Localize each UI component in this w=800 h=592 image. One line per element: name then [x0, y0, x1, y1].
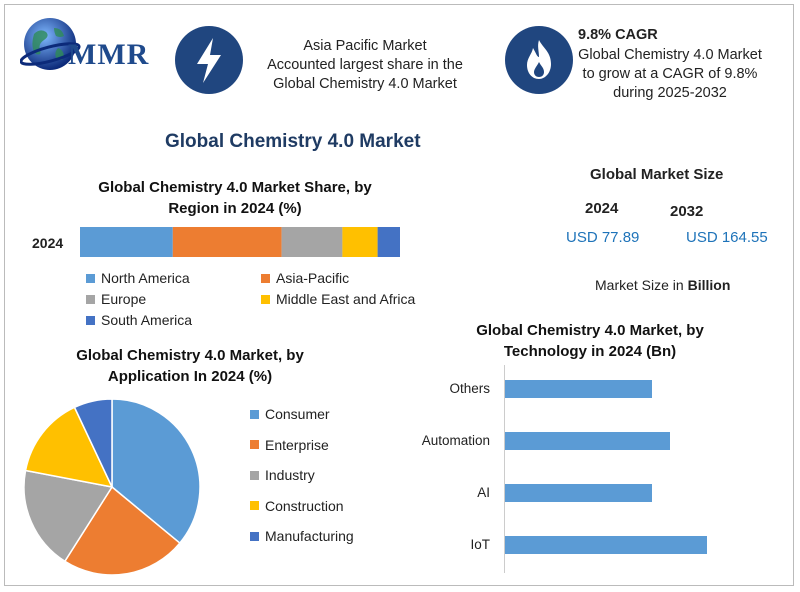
- cagr-highlight-text: Global Chemistry 4.0 Market to grow at a…: [578, 47, 762, 101]
- legend-swatch: [250, 470, 259, 480]
- application-legend-item: Manufacturing: [250, 528, 354, 544]
- legend-label: South America: [101, 312, 193, 328]
- legend-swatch: [250, 440, 259, 449]
- region-legend-item: North America: [86, 270, 190, 286]
- market-size-unit-note: Market Size in Billion: [595, 277, 731, 293]
- legend-label: Consumer: [265, 406, 330, 422]
- legend-label: Europe: [101, 291, 147, 307]
- legend-label: Manufacturing: [265, 528, 354, 544]
- legend-swatch: [86, 294, 95, 304]
- pie-slice-enterprise: [63, 485, 181, 576]
- page-title: Global Chemistry 4.0 Market: [165, 131, 421, 152]
- region-legend-item: Asia-Pacific: [261, 270, 349, 286]
- pie-slice-industry: [23, 469, 114, 563]
- flame-icon: [527, 40, 551, 79]
- application-legend-item: Industry: [250, 467, 315, 483]
- legend-swatch: [86, 315, 95, 325]
- market-size-year-2: 2032: [670, 203, 704, 220]
- legend-swatch: [250, 501, 259, 510]
- technology-bar-chart: Others Automation AI IoT: [400, 365, 780, 573]
- market-size-value-1: USD 77.89: [566, 229, 640, 246]
- legend-swatch: [261, 294, 270, 304]
- legend-label: Middle East and Africa: [276, 291, 416, 307]
- pie-slice-construction: [24, 406, 114, 489]
- technology-axis-line: [504, 365, 505, 573]
- application-legend-item: Enterprise: [250, 437, 329, 453]
- infographic-frame: [4, 4, 794, 586]
- cagr-headline: 9.8% CAGR: [578, 27, 658, 43]
- region-bar-segment-europe: [281, 227, 343, 257]
- region-legend-item: Middle East and Africa: [261, 291, 415, 307]
- legend-label: North America: [101, 270, 190, 286]
- technology-category-label: Automation: [421, 433, 490, 448]
- market-size-value-2: USD 164.55: [686, 229, 768, 246]
- region-bar-segment-south-america: [377, 227, 400, 257]
- technology-category-label: Others: [449, 381, 490, 396]
- legend-swatch: [86, 273, 95, 283]
- lightning-icon-badge: [175, 26, 243, 94]
- technology-bar-others: [505, 380, 652, 398]
- legend-swatch: [261, 273, 270, 283]
- legend-label: Asia-Pacific: [276, 270, 350, 286]
- region-legend-item: South America: [86, 312, 192, 328]
- legend-label: Enterprise: [265, 436, 329, 453]
- region-highlight-text: Asia Pacific Market Accounted largest sh…: [267, 38, 463, 92]
- brand-logo-text: MMR: [68, 38, 150, 71]
- pie-slice-consumer: [111, 398, 201, 545]
- legend-label: Industry: [265, 467, 315, 483]
- globe-icon: [20, 18, 81, 70]
- region-bar-segment-north-america: [80, 227, 173, 257]
- market-size-year-1: 2024: [585, 200, 619, 217]
- application-legend-item: Construction: [250, 498, 344, 514]
- technology-category-label: AI: [477, 485, 490, 500]
- legend-swatch: [250, 409, 259, 419]
- region-stacked-bar: [80, 227, 400, 257]
- region-legend-item: Europe: [86, 291, 146, 307]
- application-pie-chart: [23, 398, 201, 576]
- region-bar-segment-asia-pacific: [172, 227, 282, 257]
- technology-chart-title: Global Chemistry 4.0 Market, by Technolo…: [476, 322, 704, 360]
- pie-slice-manufacturing: [73, 398, 113, 488]
- region-chart-title: Global Chemistry 4.0 Market Share, by Re…: [98, 179, 372, 217]
- lightning-icon: [197, 38, 221, 83]
- legend-label: Construction: [265, 497, 344, 514]
- technology-bar-ai: [505, 484, 652, 502]
- application-chart-title: Global Chemistry 4.0 Market, by Applicat…: [76, 347, 304, 385]
- technology-bar-automation: [505, 432, 670, 450]
- region-chart-category-label: 2024: [32, 235, 64, 251]
- region-bar-segment-middle-east-and-africa: [342, 227, 378, 257]
- legend-swatch: [250, 531, 259, 541]
- technology-category-label: IoT: [470, 537, 490, 552]
- market-size-title: Global Market Size: [590, 166, 724, 183]
- flame-icon-badge: [505, 26, 573, 94]
- brand-logo: MMR: [12, 14, 162, 74]
- technology-bar-iot: [505, 536, 707, 554]
- application-legend-item: Consumer: [250, 406, 330, 422]
